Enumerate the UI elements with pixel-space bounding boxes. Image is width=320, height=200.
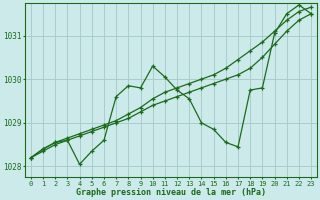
X-axis label: Graphe pression niveau de la mer (hPa): Graphe pression niveau de la mer (hPa) bbox=[76, 188, 266, 197]
